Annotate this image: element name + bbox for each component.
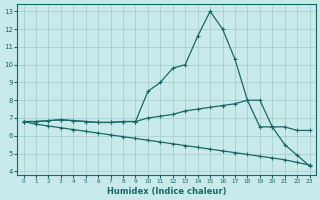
X-axis label: Humidex (Indice chaleur): Humidex (Indice chaleur) bbox=[107, 187, 226, 196]
